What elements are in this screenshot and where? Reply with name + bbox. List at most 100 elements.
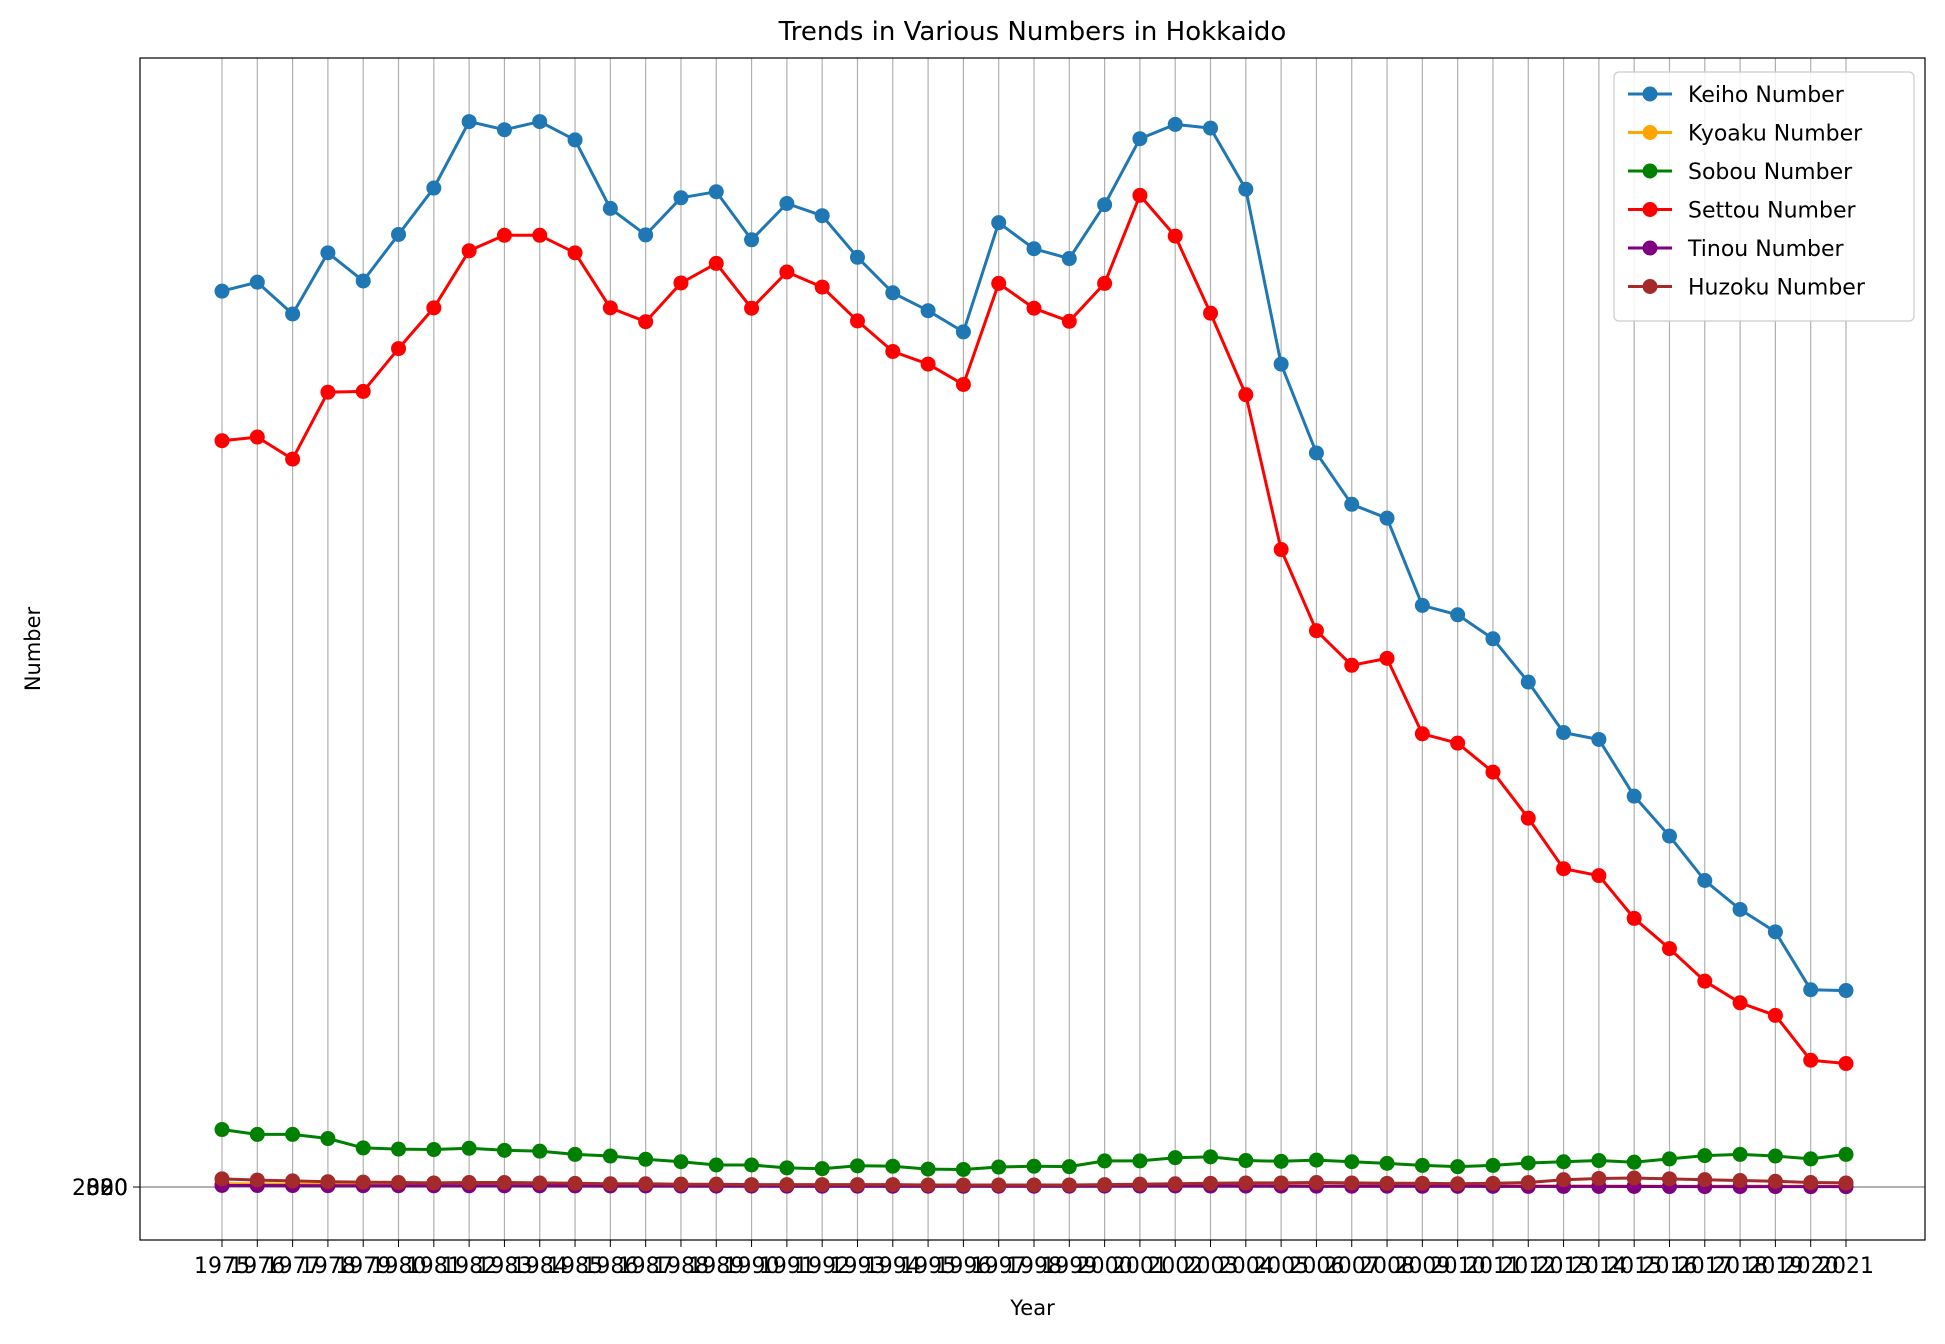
data-point [285,451,301,467]
data-point [779,1160,795,1176]
legend-label: Tinou Number [1687,237,1845,262]
data-point [1661,941,1677,957]
legend-swatch-marker [1642,86,1658,102]
data-point [1591,1170,1607,1186]
data-point [1803,1151,1819,1167]
data-point [1273,1153,1289,1169]
data-point [1238,1153,1254,1169]
data-point [1697,1172,1713,1188]
data-point [673,1176,689,1192]
legend-label: Sobou Number [1688,160,1853,185]
data-point [532,227,548,243]
data-point [1838,1056,1854,1072]
data-point [532,1175,548,1191]
data-point [708,184,724,200]
data-point [1556,1172,1572,1188]
data-point [991,1177,1007,1193]
data-point [214,1171,230,1187]
data-point [1273,1175,1289,1191]
data-point [1061,1159,1077,1175]
legend-label: Kyoaku Number [1688,122,1863,147]
series-sobou-number [214,1122,1854,1177]
x-tick-label: 1986 [582,1254,638,1279]
data-point [249,274,265,290]
data-point [1838,1146,1854,1162]
data-point [1414,597,1430,613]
data-point [1450,735,1466,751]
data-point [1061,1177,1077,1193]
x-tick-label: 2009 [1394,1254,1450,1279]
data-point [1203,305,1219,321]
legend-label: Huzoku Number [1688,276,1866,301]
data-point [391,1175,407,1191]
x-tick-label: 1981 [406,1254,462,1279]
y-tick-label: 2000 [72,1176,128,1201]
legend-swatch-marker [1642,240,1658,256]
data-point [1485,1175,1501,1191]
x-tick-label: 1984 [512,1254,568,1279]
x-tick-label: 1990 [724,1254,780,1279]
x-tick-label: 1987 [618,1254,674,1279]
data-point [779,196,795,212]
x-tick-label: 1976 [229,1254,285,1279]
data-point [496,122,512,138]
data-point [1556,725,1572,741]
data-point [814,208,830,224]
data-point [391,226,407,242]
data-point [532,114,548,130]
data-point [285,1173,301,1189]
data-point [1167,116,1183,132]
data-point [1591,731,1607,747]
x-tick-label: 1992 [794,1254,850,1279]
x-tick-label: 1994 [865,1254,921,1279]
x-tick-label: 2001 [1112,1254,1168,1279]
data-point [320,245,336,261]
data-point [320,384,336,400]
data-point [1661,1151,1677,1167]
data-point [1697,973,1713,989]
x-tick-label: 2021 [1818,1254,1874,1279]
data-point [1379,1155,1395,1171]
legend-swatch-marker [1642,125,1658,140]
data-point [1238,1175,1254,1191]
data-point [1767,1148,1783,1164]
data-point [1556,861,1572,877]
data-point [355,273,371,289]
data-point [1132,1176,1148,1192]
data-point [744,1157,760,1173]
legend-swatch-marker [1642,163,1658,179]
series-settou-number [214,187,1854,1072]
data-point [991,1159,1007,1175]
data-point [1767,1007,1783,1023]
data-point [955,1161,971,1177]
data-point [920,1177,936,1193]
data-point [1838,983,1854,999]
x-tick-label: 1988 [653,1254,709,1279]
data-point [1626,1170,1642,1186]
data-point [1308,1152,1324,1168]
x-tick-label: 2000 [1077,1254,1133,1279]
data-point [1732,901,1748,917]
data-point [249,1126,265,1142]
data-point [496,227,512,243]
data-point [1697,1148,1713,1164]
data-point [1591,1153,1607,1169]
axes: 1975197619771978197919801981198219831984… [72,1176,1874,1279]
data-point [391,341,407,357]
x-tick-label: 2018 [1712,1254,1768,1279]
data-point [1379,510,1395,526]
data-point [1520,1155,1536,1171]
data-point [1520,1175,1536,1191]
data-point [1591,868,1607,884]
data-point [426,300,442,316]
data-point [1026,300,1042,316]
data-point [920,1161,936,1177]
data-point [744,232,760,248]
data-point [744,300,760,316]
x-tick-label: 2002 [1147,1254,1203,1279]
x-tick-label: 2005 [1253,1254,1309,1279]
data-point [1238,387,1254,403]
data-point [355,383,371,399]
x-tick-label: 2003 [1183,1254,1239,1279]
data-point [1132,131,1148,147]
